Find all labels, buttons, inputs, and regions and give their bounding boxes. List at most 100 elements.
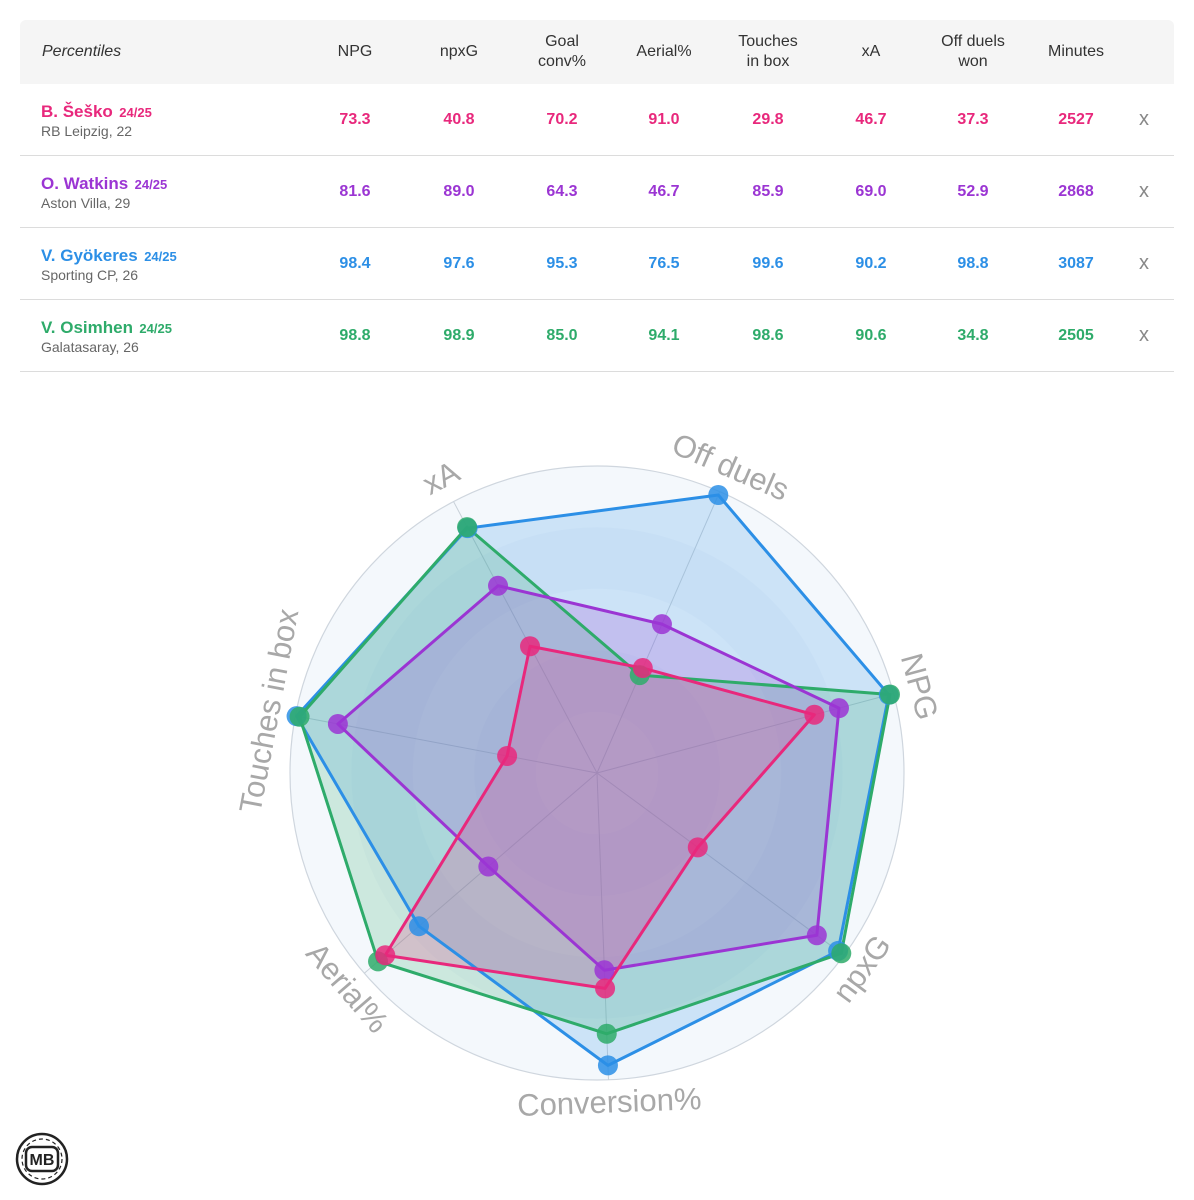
stat-value: 76.5 [648, 254, 680, 272]
player-season: 24/25 [119, 105, 152, 120]
series-line [383, 644, 816, 990]
header-col-label: npxG [439, 43, 479, 60]
header-col-5[interactable]: xA [816, 20, 926, 84]
stat-value: 37.3 [957, 110, 989, 128]
stat-value: 81.6 [339, 182, 371, 200]
series-point [488, 575, 509, 596]
series-point [828, 698, 849, 719]
stat-value: 97.6 [443, 254, 475, 272]
series-area [299, 527, 890, 1034]
header-col-label: Touches [738, 33, 798, 50]
stat-value: 90.2 [855, 254, 887, 272]
stat-value: 2505 [1058, 326, 1094, 344]
stat-value: 46.7 [855, 110, 887, 128]
header-col-label: in box [746, 53, 790, 70]
remove-player-button[interactable]: x [1139, 108, 1149, 130]
radar-spoke [596, 772, 845, 956]
header-col-label: won [958, 53, 988, 70]
stat-value: 70.2 [546, 110, 578, 128]
radar-spoke [453, 501, 598, 774]
player-cell: B. Šeško 24/25 RB Leipzig, 22 [41, 102, 152, 139]
series-point [497, 745, 518, 766]
player-name[interactable]: V. Gyökeres [41, 246, 138, 265]
stat-value: 85.0 [546, 326, 578, 344]
stat-value: 90.6 [855, 326, 887, 344]
stat-value: 98.4 [339, 254, 371, 272]
player-club: Sporting CP, 26 [41, 267, 139, 283]
series-point [879, 684, 900, 705]
series-point [478, 856, 499, 877]
stat-value: 2868 [1058, 182, 1094, 200]
series-point [708, 484, 729, 505]
stat-value: 94.1 [648, 326, 680, 344]
header-col-2[interactable]: Goal conv% [507, 20, 617, 84]
player-name[interactable]: V. Osimhen [41, 318, 133, 337]
series-point [520, 636, 541, 657]
player-club: RB Leipzig, 22 [41, 123, 133, 139]
player-club: Aston Villa, 29 [41, 195, 131, 211]
axis-label: xA [417, 454, 466, 502]
stat-value: 85.9 [752, 182, 784, 200]
remove-player-button[interactable]: x [1139, 252, 1149, 274]
series-point [804, 704, 825, 725]
table-row: V. Osimhen 24/25 Galatasaray, 26 98.8 98.9 8… [20, 300, 1174, 372]
header-col-label: xA [861, 43, 881, 60]
series-area [385, 646, 815, 989]
stat-value: 52.9 [957, 182, 989, 200]
table-row: O. Watkins 24/25 Aston Villa, 29 81.6 89.0 6… [20, 156, 1174, 228]
header-col-label: NPG [337, 43, 373, 60]
stat-value: 73.3 [339, 110, 371, 128]
series-point [289, 706, 310, 727]
series-point [596, 1023, 617, 1044]
series-point [831, 943, 852, 964]
series-point [597, 1055, 618, 1076]
header-col-3[interactable]: Aerial% [609, 20, 719, 84]
table-row: B. Šeško 24/25 RB Leipzig, 22 73.3 40.8 70.2… [20, 84, 1174, 156]
stat-value: 46.7 [648, 182, 680, 200]
player-season: 24/25 [139, 321, 172, 336]
series-area [296, 494, 889, 1066]
series-point [327, 713, 348, 734]
remove-player-button[interactable]: x [1139, 324, 1149, 346]
player-season: 24/25 [134, 177, 168, 192]
header-col-6[interactable]: Off duels won [918, 20, 1028, 84]
header-col-label: Off duels [941, 33, 1005, 50]
mb-logo-icon: MB [15, 1132, 69, 1186]
player-season: 24/25 [144, 249, 177, 264]
stat-value: 98.9 [443, 326, 475, 344]
stat-value: 91.0 [648, 110, 680, 128]
radar-spoke [363, 772, 598, 974]
series-point [806, 925, 827, 946]
axis-label: Conversion% [517, 1081, 703, 1123]
header-col-0[interactable]: NPG [300, 20, 410, 84]
series-point [687, 837, 708, 858]
player-name[interactable]: O. Watkins [41, 174, 129, 193]
series-point [651, 614, 672, 635]
header-col-1[interactable]: npxG [404, 20, 514, 84]
series-point [595, 978, 616, 999]
header-col-label: Goal [545, 33, 579, 50]
player-cell: O. Watkins 24/25 Aston Villa, 29 [41, 174, 167, 211]
player-club: Galatasaray, 26 [41, 339, 139, 355]
stat-value: 34.8 [957, 326, 989, 344]
stat-value: 40.8 [443, 110, 475, 128]
series-line [298, 525, 892, 1036]
header-col-7[interactable]: Minutes [1021, 20, 1131, 84]
stat-value: 64.3 [546, 182, 578, 200]
logo-text: MB [30, 1152, 55, 1169]
table-body: B. Šeško 24/25 RB Leipzig, 22 73.3 40.8 70.2… [20, 84, 1174, 372]
header-percentiles: Percentiles [42, 43, 122, 60]
series-point [375, 945, 396, 966]
axis-label: NPG [894, 650, 945, 724]
remove-player-button[interactable]: x [1139, 180, 1149, 202]
stat-value: 98.6 [752, 326, 784, 344]
stat-value: 98.8 [957, 254, 989, 272]
percentiles-table: Percentiles NPG npxG Goal conv% Aerial% Touche… [20, 20, 1174, 372]
player-name[interactable]: B. Šeško [41, 102, 113, 121]
stat-value: 69.0 [855, 182, 887, 200]
header-col-4[interactable]: Touches in box [713, 20, 823, 84]
series-point [457, 517, 478, 538]
stat-value: 98.8 [339, 326, 371, 344]
stat-value: 95.3 [546, 254, 578, 272]
